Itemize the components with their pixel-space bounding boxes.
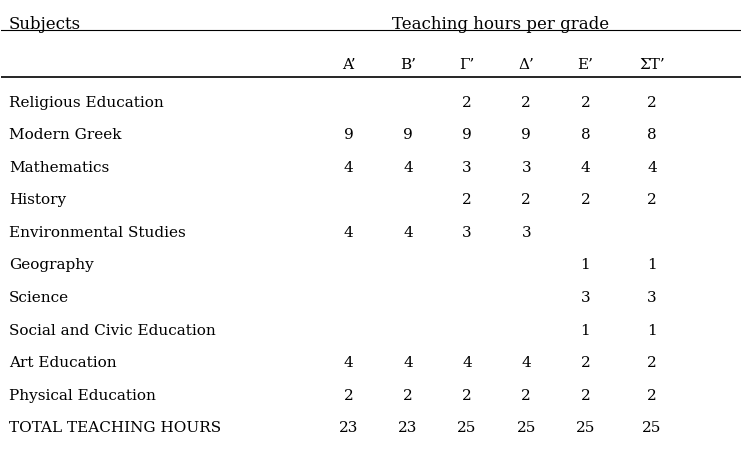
Text: 4: 4 xyxy=(403,161,413,175)
Text: 9: 9 xyxy=(344,128,354,142)
Text: 2: 2 xyxy=(580,356,590,370)
Text: Science: Science xyxy=(9,291,69,305)
Text: Subjects: Subjects xyxy=(9,16,81,33)
Text: 2: 2 xyxy=(403,389,413,402)
Text: 23: 23 xyxy=(339,421,358,435)
Text: 3: 3 xyxy=(522,161,531,175)
Text: TOTAL TEACHING HOURS: TOTAL TEACHING HOURS xyxy=(9,421,221,435)
Text: History: History xyxy=(9,193,66,207)
Text: ΣT’: ΣT’ xyxy=(639,58,665,72)
Text: 3: 3 xyxy=(522,226,531,240)
Text: 2: 2 xyxy=(647,96,657,109)
Text: 23: 23 xyxy=(398,421,418,435)
Text: Social and Civic Education: Social and Civic Education xyxy=(9,324,215,337)
Text: 4: 4 xyxy=(462,356,472,370)
Text: E’: E’ xyxy=(577,58,594,72)
Text: Physical Education: Physical Education xyxy=(9,389,156,402)
Text: 8: 8 xyxy=(647,128,657,142)
Text: 2: 2 xyxy=(647,356,657,370)
Text: 2: 2 xyxy=(580,389,590,402)
Text: 8: 8 xyxy=(580,128,590,142)
Text: 2: 2 xyxy=(462,389,472,402)
Text: 3: 3 xyxy=(647,291,657,305)
Text: Modern Greek: Modern Greek xyxy=(9,128,121,142)
Text: Geography: Geography xyxy=(9,258,93,273)
Text: B’: B’ xyxy=(400,58,416,72)
Text: 4: 4 xyxy=(647,161,657,175)
Text: 4: 4 xyxy=(344,356,354,370)
Text: 3: 3 xyxy=(580,291,590,305)
Text: 2: 2 xyxy=(344,389,354,402)
Text: 1: 1 xyxy=(647,324,657,337)
Text: 3: 3 xyxy=(462,226,472,240)
Text: 25: 25 xyxy=(516,421,536,435)
Text: 4: 4 xyxy=(522,356,531,370)
Text: Γ’: Γ’ xyxy=(459,58,475,72)
Text: 3: 3 xyxy=(462,161,472,175)
Text: 9: 9 xyxy=(522,128,531,142)
Text: 25: 25 xyxy=(457,421,477,435)
Text: 2: 2 xyxy=(580,193,590,207)
Text: Δ’: Δ’ xyxy=(519,58,534,72)
Text: 4: 4 xyxy=(403,226,413,240)
Text: 9: 9 xyxy=(462,128,472,142)
Text: 4: 4 xyxy=(344,161,354,175)
Text: 25: 25 xyxy=(643,421,662,435)
Text: 1: 1 xyxy=(580,258,590,273)
Text: A’: A’ xyxy=(342,58,355,72)
Text: 2: 2 xyxy=(522,193,531,207)
Text: 2: 2 xyxy=(522,96,531,109)
Text: 2: 2 xyxy=(647,193,657,207)
Text: 4: 4 xyxy=(403,356,413,370)
Text: 4: 4 xyxy=(344,226,354,240)
Text: 2: 2 xyxy=(647,389,657,402)
Text: 2: 2 xyxy=(462,96,472,109)
Text: Teaching hours per grade: Teaching hours per grade xyxy=(392,16,609,33)
Text: 1: 1 xyxy=(647,258,657,273)
Text: 2: 2 xyxy=(580,96,590,109)
Text: 4: 4 xyxy=(580,161,590,175)
Text: 25: 25 xyxy=(576,421,595,435)
Text: 2: 2 xyxy=(462,193,472,207)
Text: 1: 1 xyxy=(580,324,590,337)
Text: Mathematics: Mathematics xyxy=(9,161,109,175)
Text: Environmental Studies: Environmental Studies xyxy=(9,226,186,240)
Text: Art Education: Art Education xyxy=(9,356,116,370)
Text: 2: 2 xyxy=(522,389,531,402)
Text: Religious Education: Religious Education xyxy=(9,96,163,109)
Text: 9: 9 xyxy=(403,128,413,142)
